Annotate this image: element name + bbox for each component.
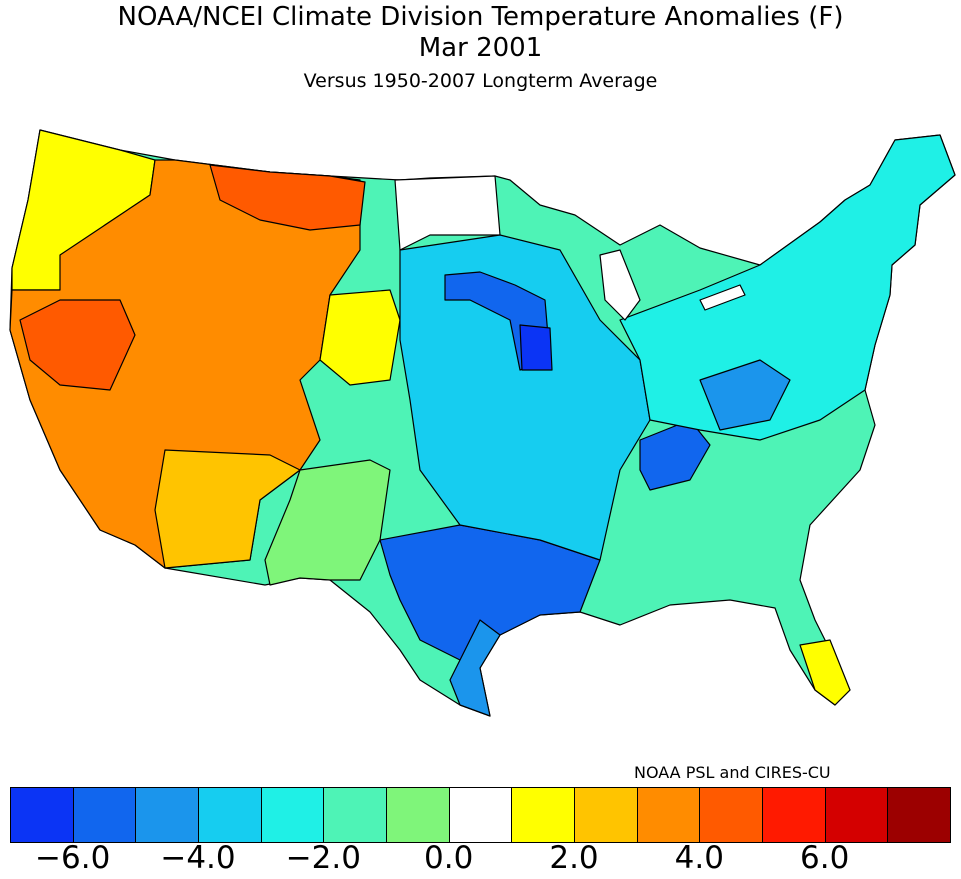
south-florida-region [799, 639, 851, 706]
legend-swatch [448, 787, 513, 843]
dakotas-region [394, 175, 501, 251]
iowa-core-region [519, 324, 553, 371]
west-texas-region [264, 459, 391, 586]
legend-tick-label: 4.0 [674, 840, 724, 876]
texas-coast-region [449, 619, 501, 717]
central-plains-region [399, 234, 651, 561]
lake-michigan [599, 249, 641, 321]
map-subtitle: Versus 1950-2007 Longterm Average [303, 70, 658, 92]
legend-swatch [10, 787, 74, 843]
legend-swatch [135, 787, 199, 843]
legend-tick-label: −2.0 [285, 840, 361, 876]
lake-erie [699, 284, 746, 311]
legend-tick-label: 2.0 [549, 840, 599, 876]
legend-swatch [636, 787, 701, 843]
legend-swatch [699, 787, 763, 843]
legend-swatch [72, 787, 137, 843]
legend-swatch [386, 787, 450, 843]
ohio-northeast-region [619, 134, 956, 441]
legend-swatch [511, 787, 575, 843]
high-plains-region [319, 289, 401, 386]
montana-region [209, 164, 366, 231]
map-period: Mar 2001 [418, 33, 543, 63]
appalachian-region [699, 359, 791, 431]
credit-label: NOAA PSL and CIRES-CU [634, 763, 831, 782]
legend-swatch [824, 787, 889, 843]
legend-tick-label: −6.0 [35, 840, 111, 876]
map-title: NOAA/NCEI Climate Division Temperature A… [117, 2, 844, 32]
legend-swatch [574, 787, 638, 843]
legend-tick-label: 6.0 [800, 840, 850, 876]
legend-swatch [198, 787, 262, 843]
legend-tick-label: 0.0 [424, 840, 474, 876]
legend-swatch [762, 787, 826, 843]
us-anomaly-map [9, 129, 956, 717]
legend-swatch [323, 787, 387, 843]
legend-swatch [887, 787, 951, 843]
color-legend [10, 787, 951, 845]
southwest-region [154, 449, 301, 569]
great-basin-region [19, 299, 136, 391]
legend-tick-label: −4.0 [160, 840, 236, 876]
legend-swatch [260, 787, 325, 843]
